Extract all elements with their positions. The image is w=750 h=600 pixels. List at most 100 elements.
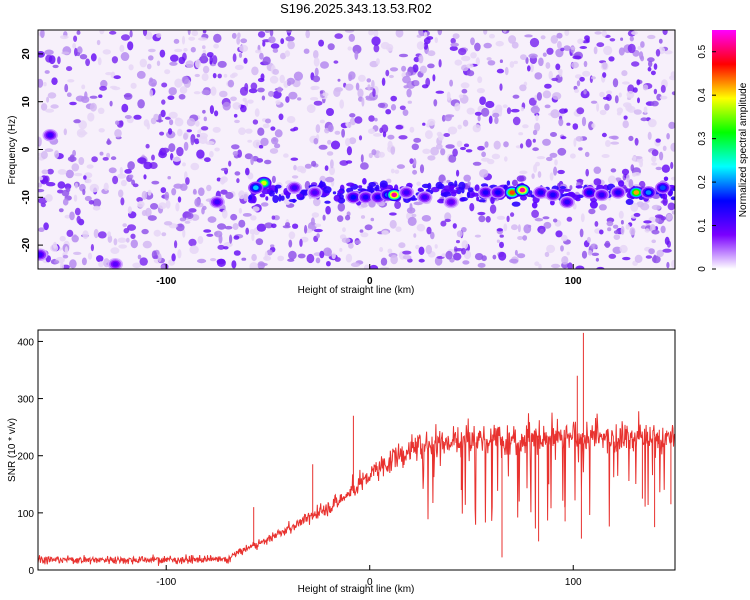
noise-speckle: [217, 223, 226, 230]
noise-speckle: [588, 208, 596, 215]
noise-speckle: [127, 161, 135, 171]
noise-speckle: [323, 247, 332, 257]
noise-speckle: [159, 131, 165, 136]
noise-speckle: [413, 56, 420, 63]
noise-speckle: [186, 212, 194, 219]
colorbar-tick-label: 0.5: [697, 44, 708, 58]
noise-speckle: [413, 233, 417, 238]
noise-speckle: [655, 217, 660, 223]
noise-speckle: [265, 118, 271, 124]
noise-speckle: [426, 36, 434, 40]
noise-speckle: [350, 262, 361, 268]
noise-speckle: [509, 258, 519, 264]
noise-speckle: [522, 235, 528, 241]
noise-speckle: [625, 103, 633, 112]
figure-title: S196.2025.343.13.53.R02: [280, 1, 432, 16]
noise-speckle: [586, 38, 590, 43]
noise-speckle: [352, 44, 362, 54]
noise-speckle: [293, 164, 297, 171]
noise-speckle: [251, 233, 255, 241]
noise-speckle: [279, 74, 285, 84]
hotspot-ring: [519, 187, 526, 193]
noise-speckle: [173, 183, 183, 189]
noise-speckle: [310, 97, 319, 101]
noise-speckle: [291, 175, 299, 179]
noise-speckle: [285, 96, 290, 103]
noise-speckle: [373, 30, 379, 37]
noise-speckle: [85, 178, 92, 184]
noise-speckle: [443, 133, 451, 137]
noise-speckle: [255, 238, 264, 246]
noise-speckle: [370, 217, 375, 222]
noise-speckle: [366, 78, 372, 83]
noise-speckle: [76, 30, 81, 35]
noise-speckle: [660, 225, 666, 234]
noise-speckle: [602, 62, 608, 70]
noise-speckle: [136, 197, 143, 203]
noise-speckle: [209, 105, 214, 115]
hotspot-ring: [615, 190, 621, 195]
noise-speckle: [44, 148, 54, 152]
noise-speckle: [137, 254, 142, 260]
noise-speckle: [306, 253, 315, 264]
noise-speckle: [67, 156, 77, 162]
noise-speckle: [499, 59, 503, 63]
noise-speckle: [666, 213, 673, 221]
noise-speckle: [273, 215, 280, 221]
hotspot-ring: [391, 192, 398, 198]
noise-speckle: [529, 37, 540, 48]
noise-speckle: [250, 156, 254, 166]
noise-speckle: [631, 61, 640, 67]
noise-speckle: [326, 108, 334, 116]
noise-speckle: [334, 33, 344, 39]
noise-speckle: [543, 221, 552, 229]
noise-speckle: [48, 55, 56, 65]
noise-speckle: [43, 82, 47, 87]
noise-speckle: [97, 231, 107, 239]
hotspot: [559, 195, 575, 209]
noise-speckle: [327, 139, 332, 145]
noise-speckle: [493, 140, 501, 150]
noise-speckle: [382, 131, 387, 138]
noise-speckle: [626, 174, 630, 183]
noise-speckle: [254, 108, 260, 117]
noise-speckle: [50, 244, 59, 252]
noise-speckle: [666, 133, 670, 140]
noise-speckle: [630, 164, 635, 172]
noise-speckle: [648, 248, 655, 255]
noise-speckle: [198, 187, 205, 196]
noise-speckle: [288, 239, 293, 248]
noise-speckle: [530, 105, 540, 114]
noise-speckle: [670, 176, 675, 181]
noise-speckle: [413, 201, 423, 206]
noise-speckle: [398, 135, 408, 140]
hotspot: [370, 191, 386, 204]
noise-speckle: [143, 161, 153, 170]
noise-speckle: [656, 249, 664, 258]
noise-speckle: [466, 107, 475, 115]
noise-speckle: [374, 117, 378, 122]
noise-speckle: [178, 56, 186, 65]
noise-speckle: [470, 37, 475, 46]
noise-speckle: [206, 233, 214, 237]
noise-speckle: [161, 82, 168, 88]
noise-speckle: [640, 225, 647, 229]
noise-speckle: [389, 219, 397, 229]
noise-speckle: [73, 194, 78, 202]
noise-speckle: [169, 61, 178, 66]
noise-speckle: [287, 40, 295, 50]
noise-speckle: [630, 202, 639, 212]
noise-speckle: [314, 228, 323, 233]
noise-speckle: [461, 227, 467, 233]
noise-speckle: [631, 31, 638, 35]
noise-speckle: [38, 182, 43, 188]
noise-speckle: [210, 86, 217, 96]
x-tick-label: 0: [367, 276, 373, 287]
noise-speckle: [474, 42, 481, 52]
noise-speckle: [229, 74, 236, 79]
noise-speckle: [124, 169, 132, 174]
noise-speckle: [519, 170, 528, 175]
hotspot: [610, 186, 626, 199]
noise-speckle: [324, 165, 329, 171]
noise-speckle: [286, 116, 296, 124]
